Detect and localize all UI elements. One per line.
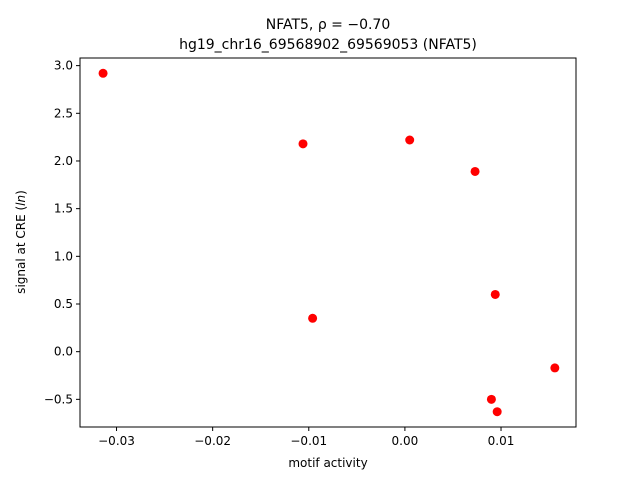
chart-title-line1: NFAT5, ρ = −0.70 bbox=[266, 17, 391, 33]
data-points bbox=[98, 68, 560, 417]
y-tick-label: 2.5 bbox=[54, 106, 73, 120]
chart-title-line2: hg19_chr16_69568902_69569053 (NFAT5) bbox=[179, 37, 477, 53]
data-point bbox=[490, 289, 500, 299]
x-tick-label: −0.02 bbox=[194, 434, 231, 448]
y-tick-label: 2.0 bbox=[54, 154, 73, 168]
y-tick-label: 0.0 bbox=[54, 345, 73, 359]
x-axis-ticks: −0.03 −0.02 −0.01 0.00 0.01 bbox=[98, 427, 514, 448]
plot-area: −0.03 −0.02 −0.01 0.00 0.01 −0.5 0.0 0.5 1.0 1.5… bbox=[44, 57, 577, 448]
data-point bbox=[492, 407, 502, 417]
y-tick-label: 1.0 bbox=[54, 249, 73, 263]
axes-frame bbox=[79, 57, 577, 428]
data-point bbox=[308, 313, 318, 323]
x-tick-label: 0.01 bbox=[488, 434, 515, 448]
y-tick-label: 3.0 bbox=[54, 59, 73, 73]
data-point bbox=[550, 363, 560, 373]
y-tick-label: 0.5 bbox=[54, 297, 73, 311]
data-point bbox=[298, 139, 308, 149]
data-point bbox=[486, 394, 496, 404]
y-axis-label: signal at CRE (ln) bbox=[14, 190, 28, 294]
data-point bbox=[98, 68, 108, 78]
y-tick-label: 1.5 bbox=[54, 202, 73, 216]
data-point bbox=[405, 135, 415, 145]
x-tick-label: 0.00 bbox=[392, 434, 419, 448]
y-tick-label: −0.5 bbox=[44, 392, 73, 406]
y-axis-ticks: −0.5 0.0 0.5 1.0 1.5 2.0 2.5 3.0 bbox=[44, 59, 80, 406]
data-point bbox=[470, 166, 480, 176]
x-tick-label: −0.03 bbox=[98, 434, 135, 448]
x-axis-label: motif activity bbox=[288, 456, 367, 470]
x-tick-label: −0.01 bbox=[290, 434, 327, 448]
